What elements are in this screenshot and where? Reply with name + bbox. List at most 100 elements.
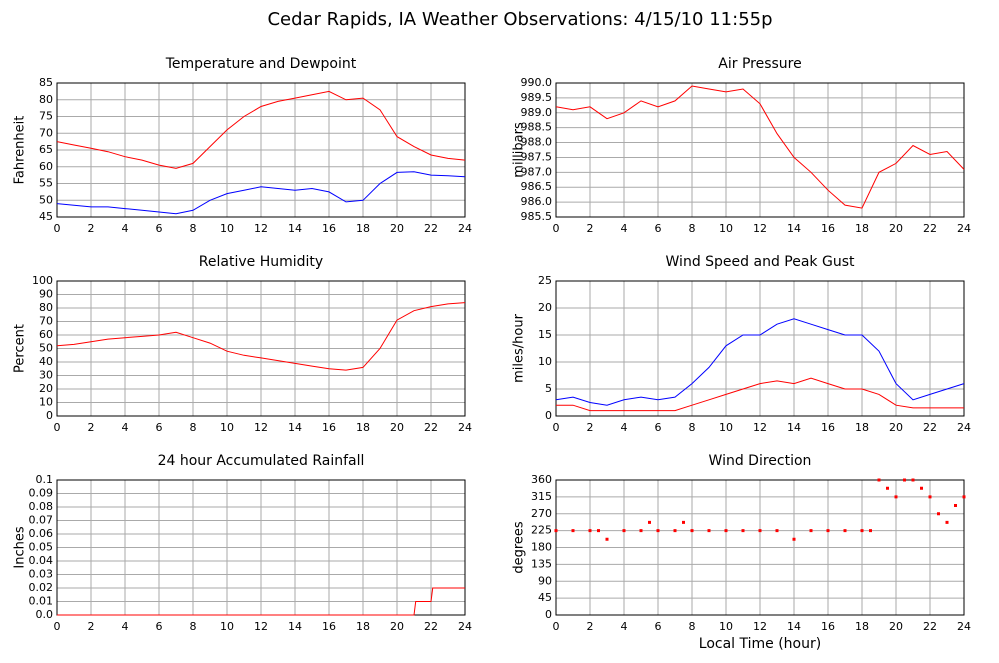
x-tick-label: 10 bbox=[220, 421, 234, 434]
y-tick-label: 315 bbox=[531, 490, 552, 503]
x-tick-label: 14 bbox=[288, 222, 302, 235]
x-tick-label: 8 bbox=[689, 421, 696, 434]
x-axis-label: Local Time (hour) bbox=[699, 636, 821, 652]
y-tick-label: 988.0 bbox=[521, 136, 553, 149]
chart-title: Air Pressure bbox=[718, 56, 801, 72]
y-tick-label: 0.1 bbox=[36, 473, 54, 486]
y-tick-label: 986.5 bbox=[521, 180, 553, 193]
x-tick-label: 10 bbox=[220, 222, 234, 235]
y-tick-label: 90 bbox=[538, 574, 552, 587]
x-tick-label: 2 bbox=[587, 222, 594, 235]
x-tick-label: 24 bbox=[458, 222, 472, 235]
y-tick-label: 10 bbox=[538, 355, 552, 368]
x-tick-label: 18 bbox=[356, 421, 370, 434]
x-tick-label: 6 bbox=[156, 620, 163, 633]
data-line bbox=[57, 587, 465, 616]
x-tick-label: 16 bbox=[821, 421, 835, 434]
plot-frame bbox=[555, 479, 965, 616]
x-tick-label: 20 bbox=[390, 421, 404, 434]
data-point bbox=[724, 529, 728, 533]
y-tick-label: 60 bbox=[39, 328, 53, 341]
x-tick-label: 0 bbox=[54, 620, 61, 633]
x-tick-label: 22 bbox=[923, 222, 937, 235]
x-tick-label: 22 bbox=[424, 620, 438, 633]
x-tick-label: 6 bbox=[156, 421, 163, 434]
x-tick-label: 6 bbox=[156, 222, 163, 235]
x-tick-label: 18 bbox=[855, 620, 869, 633]
y-tick-label: 135 bbox=[531, 557, 552, 570]
x-tick-label: 16 bbox=[322, 222, 336, 235]
x-tick-label: 24 bbox=[458, 620, 472, 633]
x-tick-label: 22 bbox=[424, 222, 438, 235]
x-tick-label: 12 bbox=[254, 222, 268, 235]
y-tick-label: 989.0 bbox=[521, 106, 553, 119]
x-tick-label: 8 bbox=[689, 620, 696, 633]
y-tick-label: 0 bbox=[46, 409, 53, 422]
x-tick-label: 14 bbox=[288, 620, 302, 633]
x-tick-label: 10 bbox=[220, 620, 234, 633]
data-point bbox=[622, 529, 626, 533]
data-point bbox=[648, 520, 651, 524]
x-tick-label: 4 bbox=[122, 222, 129, 235]
x-tick-label: 14 bbox=[288, 421, 302, 434]
y-axis-label: miles/hour bbox=[512, 313, 527, 382]
x-tick-label: 22 bbox=[424, 421, 438, 434]
x-tick-label: 24 bbox=[957, 222, 971, 235]
x-tick-label: 10 bbox=[719, 222, 733, 235]
plot-frame bbox=[56, 280, 466, 417]
y-tick-label: 50 bbox=[39, 342, 53, 355]
data-point bbox=[639, 529, 643, 533]
y-tick-label: 0.02 bbox=[29, 581, 54, 594]
data-point bbox=[775, 529, 779, 533]
data-point bbox=[741, 529, 745, 533]
x-tick-label: 12 bbox=[254, 421, 268, 434]
chart-title: Relative Humidity bbox=[199, 254, 323, 270]
y-tick-label: 989.5 bbox=[521, 91, 553, 104]
x-tick-label: 18 bbox=[356, 222, 370, 235]
data-point bbox=[597, 529, 600, 533]
y-tick-label: 40 bbox=[39, 355, 53, 368]
x-tick-label: 0 bbox=[553, 421, 560, 434]
data-point bbox=[928, 495, 932, 499]
y-tick-label: 10 bbox=[39, 396, 53, 409]
y-tick-label: 25 bbox=[538, 274, 552, 287]
data-point bbox=[758, 529, 762, 533]
figure-title: Cedar Rapids, IA Weather Observations: 4… bbox=[267, 9, 772, 30]
data-line bbox=[555, 85, 965, 209]
data-point bbox=[673, 529, 677, 533]
x-tick-label: 20 bbox=[390, 222, 404, 235]
x-tick-label: 24 bbox=[458, 421, 472, 434]
data-point bbox=[920, 486, 923, 490]
x-tick-label: 4 bbox=[621, 421, 628, 434]
data-point bbox=[911, 478, 915, 482]
y-axis-label: Percent bbox=[13, 324, 28, 373]
x-tick-label: 4 bbox=[621, 620, 628, 633]
x-tick-label: 20 bbox=[390, 620, 404, 633]
y-tick-label: 987.5 bbox=[521, 150, 553, 163]
data-point bbox=[554, 529, 558, 533]
x-tick-label: 12 bbox=[753, 620, 767, 633]
x-tick-label: 8 bbox=[190, 222, 197, 235]
data-point bbox=[707, 529, 711, 533]
y-tick-label: 90 bbox=[39, 288, 53, 301]
y-axis-label: Inches bbox=[13, 526, 28, 568]
y-tick-label: 100 bbox=[32, 274, 53, 287]
data-point bbox=[954, 504, 957, 507]
chart-title: Temperature and Dewpoint bbox=[165, 56, 357, 72]
y-tick-label: 5 bbox=[545, 382, 552, 395]
y-tick-label: 15 bbox=[538, 328, 552, 341]
x-tick-label: 20 bbox=[889, 222, 903, 235]
y-tick-label: 0.0 bbox=[36, 608, 54, 621]
x-tick-label: 10 bbox=[719, 421, 733, 434]
data-line bbox=[56, 90, 466, 169]
y-tick-label: 270 bbox=[531, 507, 552, 520]
x-tick-label: 20 bbox=[889, 421, 903, 434]
y-tick-label: 0.04 bbox=[29, 554, 54, 567]
y-tick-label: 75 bbox=[39, 110, 53, 123]
x-tick-label: 22 bbox=[923, 620, 937, 633]
y-tick-label: 0.01 bbox=[29, 595, 54, 608]
data-point bbox=[588, 529, 592, 533]
data-point bbox=[843, 529, 847, 533]
plot-frame bbox=[555, 280, 965, 417]
data-point bbox=[571, 529, 575, 533]
